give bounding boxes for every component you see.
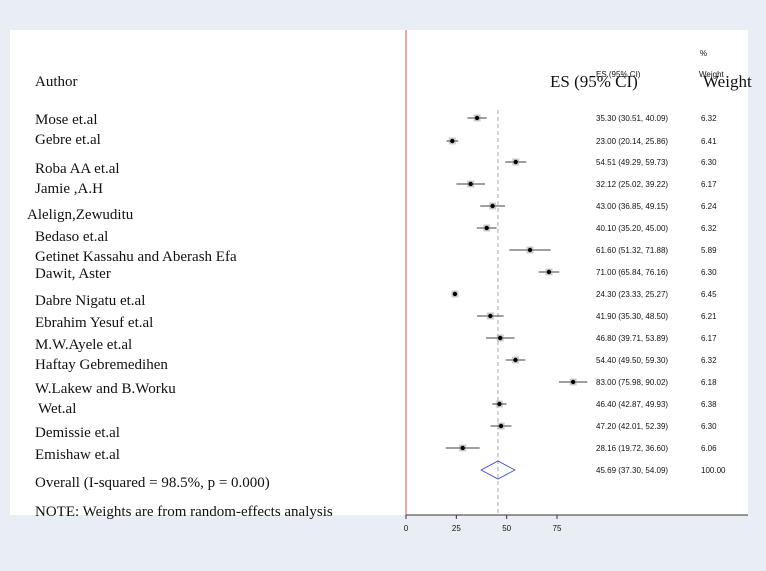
es-point xyxy=(498,335,503,341)
study-name: Emishaw et.al xyxy=(35,447,120,463)
weight-header: Weight xyxy=(703,72,752,91)
es-point xyxy=(484,225,489,231)
es-point xyxy=(474,115,480,121)
weight-label: 6.17 xyxy=(701,180,717,189)
es-point xyxy=(498,423,504,429)
study-name: Roba AA et.al xyxy=(35,161,120,177)
x-tick-label: 50 xyxy=(502,524,511,533)
es-point xyxy=(468,181,473,187)
study-name: Demissie et.al xyxy=(35,425,120,441)
study-name: Bedaso et.al xyxy=(35,229,108,245)
study-name: Ebrahim Yesuf et.al xyxy=(35,315,153,331)
es-label: 83.00 (75.98, 90.02) xyxy=(596,378,668,387)
es-label: 23.00 (20.14, 25.86) xyxy=(596,137,668,146)
overall-weight-label: 100.00 xyxy=(701,466,726,475)
es-point xyxy=(546,269,552,275)
es-label: 46.80 (39.71, 53.89) xyxy=(596,334,668,343)
es-point xyxy=(513,357,518,363)
es-label: 71.00 (65.84, 76.16) xyxy=(596,268,668,277)
study-name: M.W.Ayele et.al xyxy=(35,337,132,353)
weight-label: 6.17 xyxy=(701,334,717,343)
es-label: 61.60 (51.32, 71.88) xyxy=(596,246,668,255)
es-label: 46.40 (42.87, 49.93) xyxy=(596,400,668,409)
es-label: 41.90 (35.30, 48.50) xyxy=(596,312,668,321)
es-point xyxy=(450,138,455,144)
weight-label: 6.32 xyxy=(701,224,717,233)
weight-header-small: Weight xyxy=(699,70,725,79)
es-header: ES (95% CI) xyxy=(550,72,638,91)
study-name: W.Lakew and B.Worku xyxy=(35,381,176,397)
study-name: Alelign,Zewuditu xyxy=(27,207,134,223)
es-point xyxy=(527,247,533,253)
weight-pct: % xyxy=(700,49,707,58)
weight-label: 6.18 xyxy=(701,378,717,387)
study-name: Wet.al xyxy=(38,401,76,417)
study-name: Haftay Gebremedihen xyxy=(35,357,168,373)
weight-label: 6.32 xyxy=(701,356,717,365)
es-point xyxy=(488,313,493,319)
weight-label: 6.24 xyxy=(701,202,717,211)
note: NOTE: Weights are from random-effects an… xyxy=(35,504,333,520)
x-tick-label: 0 xyxy=(404,524,409,533)
weight-label: 5.89 xyxy=(701,246,717,255)
overall-diamond xyxy=(480,460,516,480)
weight-label: 6.30 xyxy=(701,422,717,431)
study-name: Dabre Nigatu et.al xyxy=(35,293,145,309)
study-name: Getinet Kassahu and Aberash Efa xyxy=(35,249,237,265)
es-label: 43.00 (36.85, 49.15) xyxy=(596,202,668,211)
plot-panel xyxy=(10,30,748,515)
weight-label: 6.30 xyxy=(701,268,717,277)
es-point xyxy=(513,159,518,165)
weight-label: 6.38 xyxy=(701,400,717,409)
x-tick-label: 25 xyxy=(452,524,461,533)
overall-es-label: 45.69 (37.30, 54.09) xyxy=(596,466,668,475)
es-label: 47.20 (42.01, 52.39) xyxy=(596,422,668,431)
es-point xyxy=(452,291,458,297)
weight-label: 6.32 xyxy=(701,114,717,123)
study-name: Gebre et.al xyxy=(35,132,101,148)
es-label: 35.30 (30.51, 40.09) xyxy=(596,114,668,123)
es-point xyxy=(497,401,502,407)
es-header-small: ES (95% CI) xyxy=(596,70,641,79)
es-label: 54.51 (49.29, 59.73) xyxy=(596,158,668,167)
weight-label: 6.06 xyxy=(701,444,717,453)
author-header: Author xyxy=(35,74,78,90)
weight-label: 6.45 xyxy=(701,290,717,299)
es-label: 32.12 (25.02, 39.22) xyxy=(596,180,668,189)
es-label: 24.30 (23.33, 25.27) xyxy=(596,290,668,299)
es-label: 54.40 (49.50, 59.30) xyxy=(596,356,668,365)
x-tick-label: 75 xyxy=(553,524,562,533)
study-name: Dawit, Aster xyxy=(35,266,111,282)
es-label: 40.10 (35.20, 45.00) xyxy=(596,224,668,233)
study-name: Mose et.al xyxy=(35,112,97,128)
weight-label: 6.41 xyxy=(701,137,717,146)
es-point xyxy=(570,379,576,385)
es-point xyxy=(460,445,465,451)
weight-label: 6.30 xyxy=(701,158,717,167)
es-label: 28.16 (19.72, 36.60) xyxy=(596,444,668,453)
weight-label: 6.21 xyxy=(701,312,717,321)
study-name: Jamie ,A.H xyxy=(35,181,103,197)
es-point xyxy=(490,203,495,209)
overall-label: Overall (I-squared = 98.5%, p = 0.000) xyxy=(35,475,270,491)
